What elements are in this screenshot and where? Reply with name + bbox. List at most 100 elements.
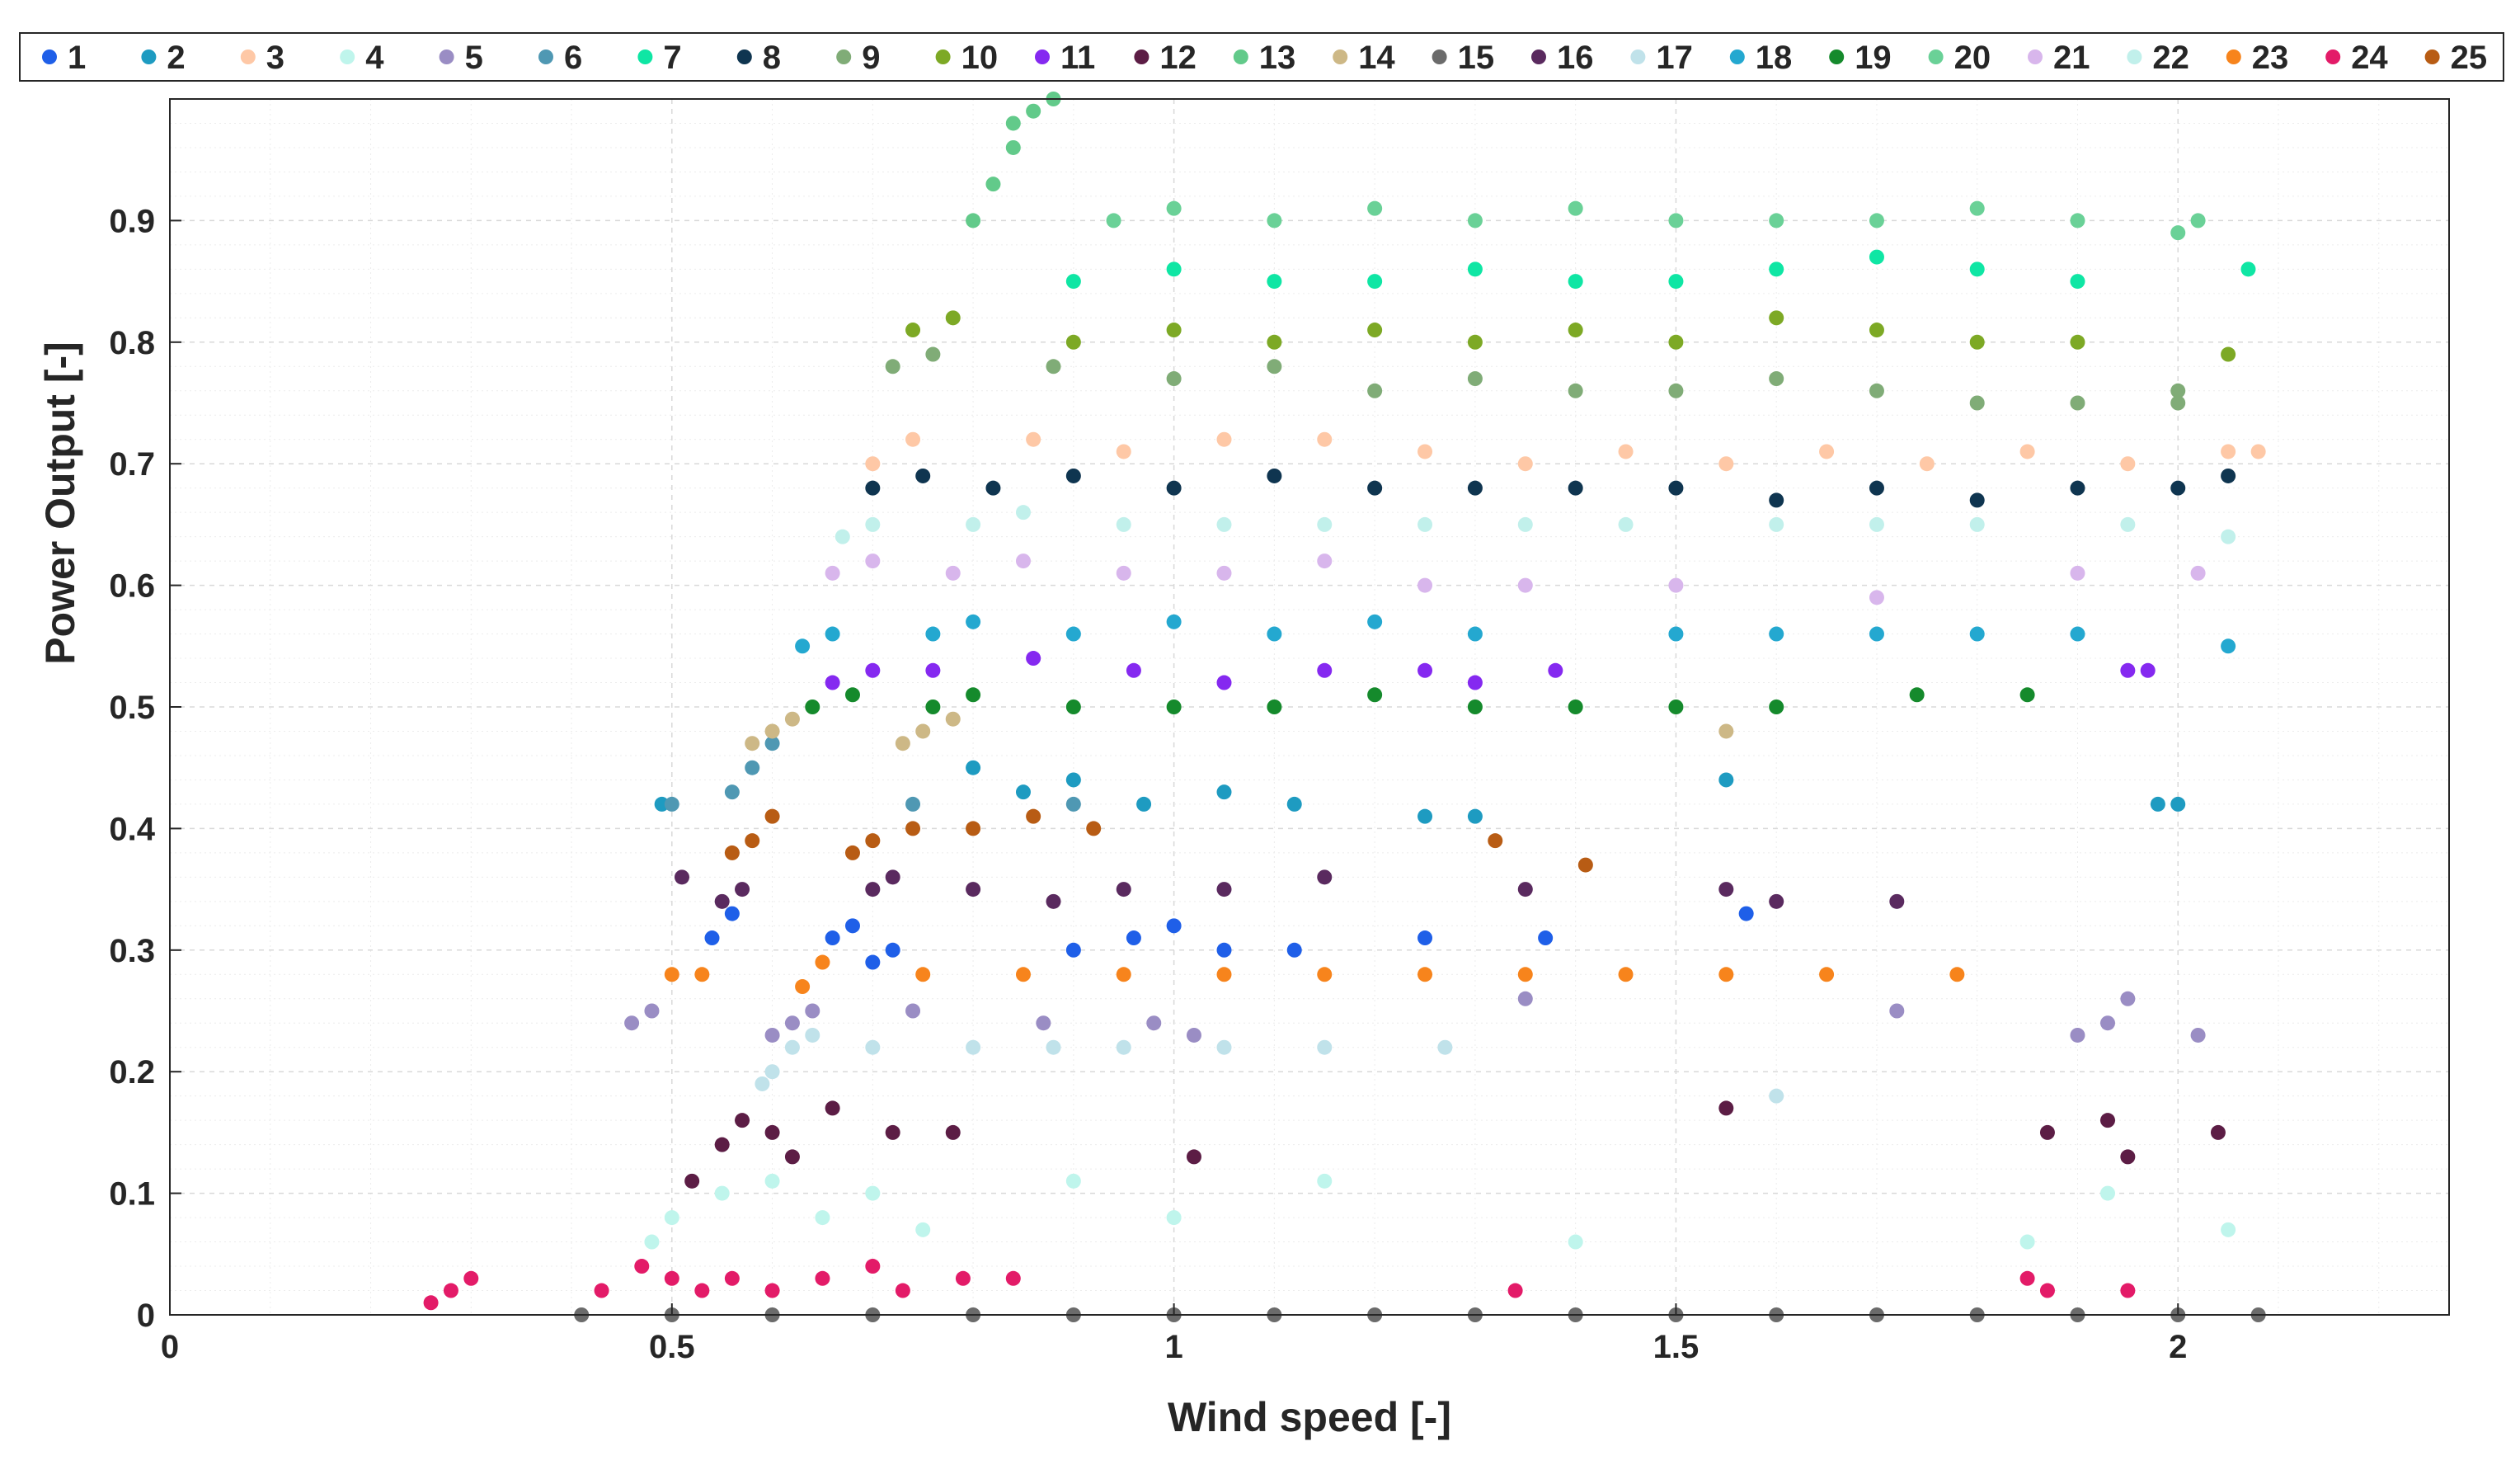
legend-marker — [836, 49, 852, 64]
data-point — [724, 906, 740, 921]
data-point — [755, 1076, 770, 1091]
data-point — [1036, 1015, 1051, 1031]
data-point — [764, 723, 780, 739]
legend-label: 15 — [1458, 40, 1495, 76]
data-point — [815, 954, 830, 970]
legend-item-1: 1 — [42, 40, 86, 76]
data-point — [1769, 492, 1784, 508]
legend-marker — [141, 49, 157, 64]
data-point — [1769, 700, 1784, 714]
data-point — [1065, 334, 1081, 350]
data-point — [664, 967, 679, 982]
data-point — [1718, 723, 1734, 739]
y-tick-label: 0.5 — [109, 690, 155, 726]
data-point — [905, 323, 921, 338]
data-point — [1517, 456, 1533, 472]
legend-label: 9 — [862, 40, 880, 76]
data-point — [2070, 274, 2085, 290]
series-21 — [825, 553, 2206, 605]
data-point — [1418, 577, 1433, 593]
data-point — [1166, 200, 1182, 216]
legend-label: 20 — [1954, 40, 1991, 76]
data-point — [1418, 930, 1433, 946]
data-point — [764, 1064, 780, 1080]
data-point — [1106, 213, 1121, 228]
data-point — [1568, 323, 1583, 338]
data-point — [764, 1124, 780, 1140]
data-point — [1367, 614, 1383, 629]
data-point — [1065, 796, 1081, 812]
data-point — [2019, 687, 2035, 703]
data-point — [1267, 359, 1282, 374]
data-point — [865, 1259, 881, 1274]
data-point — [735, 882, 750, 897]
data-point — [1015, 553, 1031, 569]
data-point — [966, 687, 981, 703]
data-point — [1507, 1283, 1523, 1298]
data-point — [1769, 371, 1784, 387]
data-point — [966, 821, 981, 836]
legend-item-16: 16 — [1531, 40, 1594, 76]
data-point — [1909, 687, 1925, 703]
data-point — [1488, 833, 1503, 849]
y-tick-label: 0.1 — [109, 1176, 155, 1213]
legend-item-8: 8 — [736, 40, 781, 76]
data-point — [423, 1295, 439, 1311]
series-22 — [835, 505, 2236, 544]
legend-marker — [2424, 49, 2440, 64]
data-point — [1065, 626, 1081, 642]
data-point — [1769, 516, 1784, 532]
data-point — [1005, 139, 1021, 155]
series-5 — [624, 991, 2206, 1043]
legend-marker — [439, 49, 454, 64]
data-point — [1015, 505, 1031, 521]
data-point — [644, 1234, 660, 1250]
data-point — [1367, 383, 1383, 398]
legend-box — [19, 32, 2504, 82]
data-point — [714, 893, 730, 909]
legend-label: 25 — [2451, 40, 2488, 76]
data-point — [1116, 444, 1131, 459]
legend-label: 8 — [763, 40, 781, 76]
data-point — [1969, 516, 1985, 532]
data-point — [1126, 930, 1141, 946]
legend-marker — [935, 49, 951, 64]
x-axis-ticks: 0 0.5 1 1.5 2 — [161, 1303, 2187, 1365]
data-point — [2221, 638, 2236, 654]
data-point — [1418, 662, 1433, 678]
legend-item-13: 13 — [1233, 40, 1295, 76]
y-tick-label: 0 — [137, 1298, 155, 1334]
series-1 — [704, 906, 1754, 970]
data-point — [2070, 626, 2085, 642]
data-point — [1467, 261, 1483, 277]
data-point — [724, 1270, 740, 1286]
data-point — [784, 711, 800, 727]
series-10 — [905, 310, 2236, 362]
data-point — [724, 845, 740, 860]
data-point — [1216, 675, 1232, 690]
data-point — [865, 1185, 881, 1201]
data-point — [966, 882, 981, 897]
legend-item-22: 22 — [2127, 40, 2189, 76]
data-point — [1889, 1003, 1905, 1019]
data-point — [1317, 431, 1333, 447]
x-tick-label: 0 — [161, 1329, 179, 1365]
series-9 — [885, 346, 2186, 411]
data-point — [1467, 334, 1483, 350]
legend-label: 5 — [465, 40, 483, 76]
data-point — [2140, 662, 2156, 678]
data-point — [1046, 1039, 1061, 1055]
data-point — [2120, 991, 2136, 1006]
legend-item-9: 9 — [836, 40, 880, 76]
legend-marker — [340, 49, 355, 64]
data-point — [2100, 1113, 2116, 1128]
data-point — [2120, 1283, 2136, 1298]
data-point — [764, 1283, 780, 1298]
legend-label: 21 — [2053, 40, 2090, 76]
legend-label: 18 — [1756, 40, 1793, 76]
data-point — [2221, 1222, 2236, 1237]
data-point — [694, 1283, 710, 1298]
data-point — [815, 1210, 830, 1226]
series-24 — [423, 1259, 2136, 1311]
data-point — [2170, 383, 2186, 398]
